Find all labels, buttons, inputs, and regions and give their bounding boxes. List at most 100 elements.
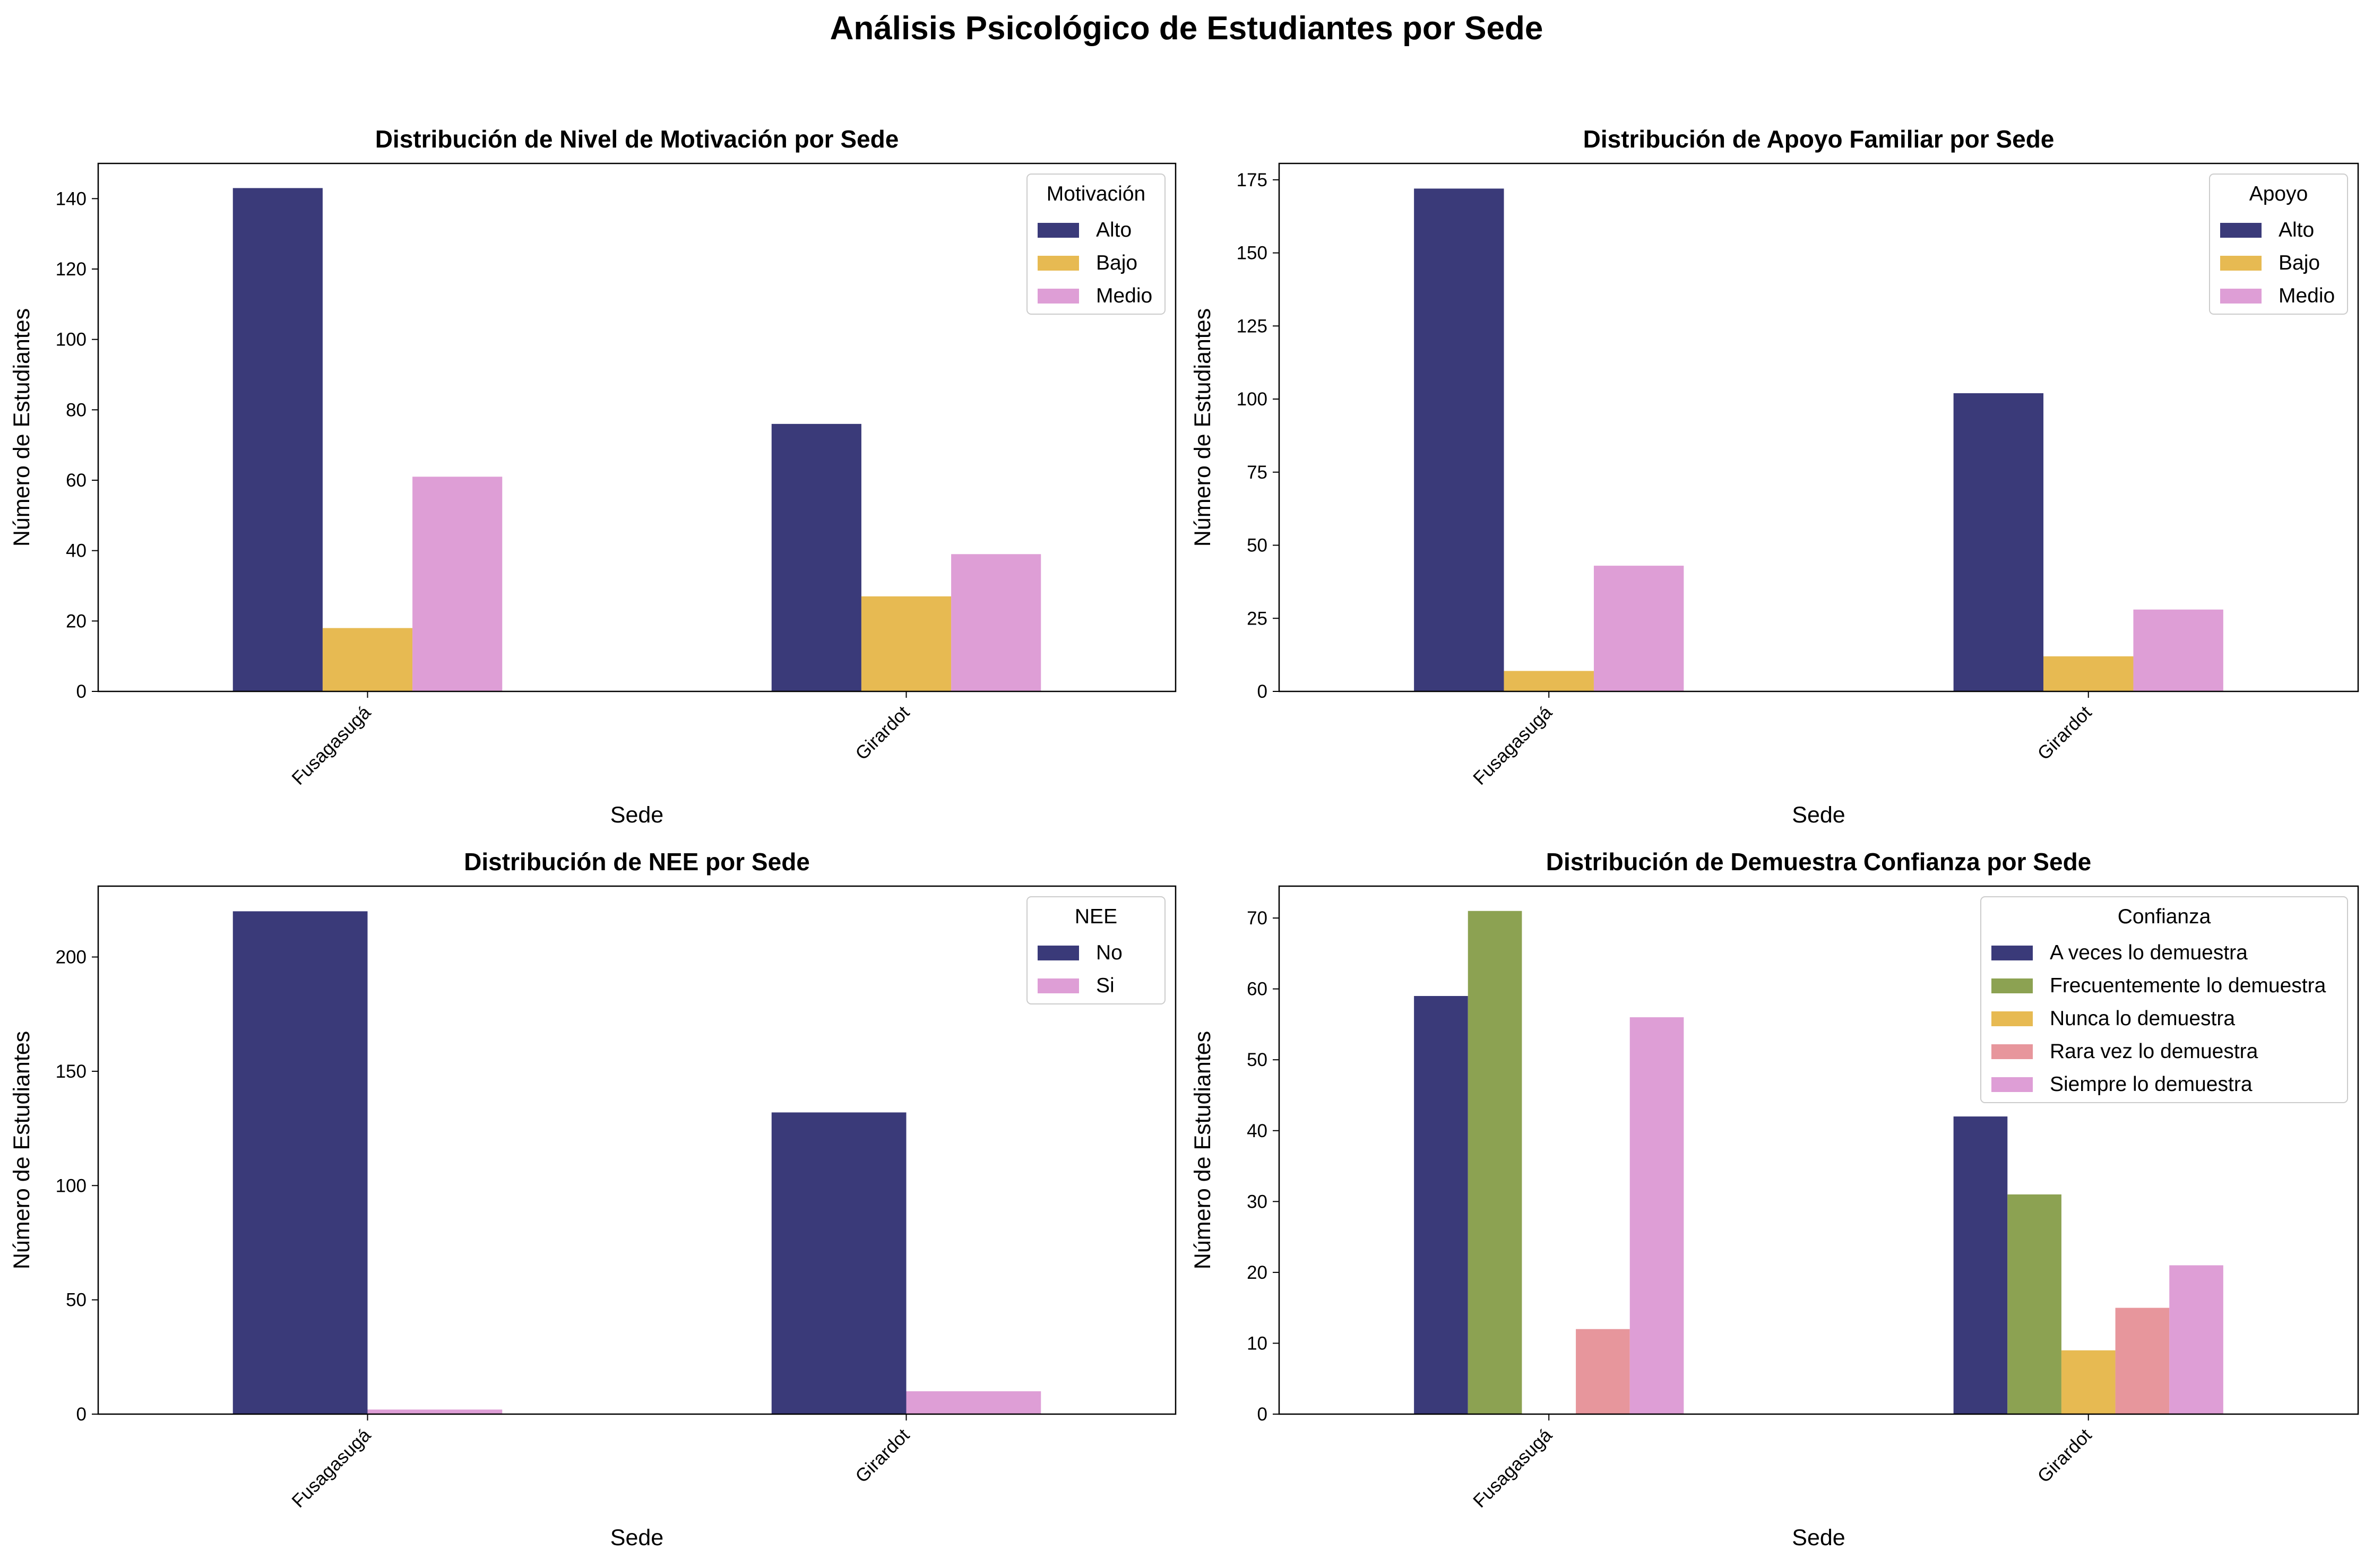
bar-frecuentemente-lo-demuestra-fusagasuga (1468, 911, 1522, 1414)
x-tick-label-fusagasuga: Fusagasugá (288, 1425, 375, 1512)
y-tick-label-60: 60 (66, 470, 87, 491)
legend-label-alto: Alto (1096, 219, 1132, 241)
y-tick-label-100: 100 (1237, 389, 1267, 410)
legend-swatch-bajo (1038, 256, 1079, 271)
legend-label-no: No (1096, 941, 1123, 964)
legend-label-a-veces-lo-demuestra: A veces lo demuestra (2050, 941, 2248, 964)
y-tick-label-80: 80 (66, 400, 87, 420)
legend-swatch-rara-vez-lo-demuestra (1991, 1044, 2033, 1059)
legend-label-medio: Medio (1096, 284, 1152, 307)
legend-swatch-medio (2220, 289, 2262, 304)
chart-2-legend-title: Apoyo (2249, 183, 2308, 205)
bar-siempre-lo-demuestra-fusagasuga (1629, 1017, 1684, 1414)
chart-2-title: Distribución de Apoyo Familiar por Sede (1583, 125, 2055, 153)
y-tick-label-0: 0 (1257, 681, 1267, 702)
x-tick-label-fusagasuga: Fusagasugá (1469, 702, 1556, 789)
bar-medio-girardot (951, 554, 1041, 691)
y-tick-label-50: 50 (1247, 535, 1267, 556)
y-tick-label-40: 40 (66, 541, 87, 561)
x-tick-label-fusagasuga: Fusagasugá (1469, 1425, 1556, 1512)
bar-medio-fusagasuga (1593, 566, 1684, 691)
x-tick-label-girardot: Girardot (851, 1425, 913, 1487)
y-tick-label-100: 100 (56, 1175, 87, 1196)
chart-2-legend (2209, 174, 2348, 315)
bar-a-veces-lo-demuestra-girardot (1953, 1116, 2008, 1414)
legend-label-nunca-lo-demuestra: Nunca lo demuestra (2050, 1007, 2235, 1030)
bar-si-fusagasuga (367, 1409, 503, 1414)
bar-rara-vez-lo-demuestra-girardot (2115, 1307, 2170, 1414)
chart-3-legend (1026, 896, 1166, 1004)
chart-3-y-axis-label: Número de Estudiantes (9, 1031, 34, 1269)
bar-si-girardot (906, 1391, 1041, 1414)
chart-2-x-axis-label: Sede (1792, 802, 1845, 828)
bar-no-girardot (771, 1112, 907, 1414)
bar-alto-fusagasuga (1414, 188, 1504, 691)
chart-1-x-axis-label: Sede (610, 802, 663, 828)
y-tick-label-70: 70 (1247, 908, 1267, 929)
legend-swatch-nunca-lo-demuestra (1991, 1011, 2033, 1026)
chart-4-title: Distribución de Demuestra Confianza por … (1546, 848, 2092, 876)
y-tick-label-125: 125 (1237, 316, 1267, 336)
bar-alto-girardot (1953, 393, 2044, 691)
chart-2-y-axis-label: Número de Estudiantes (1190, 308, 1215, 547)
x-tick-label-girardot: Girardot (2033, 1425, 2095, 1487)
page-title: Análisis Psicológico de Estudiantes por … (830, 10, 1543, 47)
y-tick-label-0: 0 (76, 1404, 87, 1425)
chart-3-frame (97, 885, 1177, 1415)
y-tick-label-40: 40 (1247, 1121, 1267, 1141)
legend-label-si: Si (1096, 974, 1115, 997)
bar-alto-girardot (771, 423, 861, 691)
legend-swatch-bajo (2220, 256, 2262, 271)
legend-swatch-a-veces-lo-demuestra (1991, 946, 2033, 960)
legend-label-bajo: Bajo (1096, 252, 1137, 274)
y-tick-label-10: 10 (1247, 1333, 1267, 1354)
y-tick-label-25: 25 (1247, 608, 1267, 629)
legend-label-rara-vez-lo-demuestra: Rara vez lo demuestra (2050, 1040, 2258, 1063)
bar-a-veces-lo-demuestra-fusagasuga (1414, 996, 1468, 1414)
chart-1-y-axis-label: Número de Estudiantes (9, 308, 34, 547)
chart-1-title: Distribución de Nivel de Motivación por … (375, 125, 899, 153)
bar-bajo-girardot (2043, 656, 2134, 691)
legend-swatch-siempre-lo-demuestra (1991, 1077, 2033, 1092)
bar-frecuentemente-lo-demuestra-girardot (2007, 1194, 2061, 1414)
y-tick-label-175: 175 (1237, 170, 1267, 190)
bar-alto-fusagasuga (232, 188, 323, 691)
legend-label-alto: Alto (2279, 219, 2314, 241)
y-tick-label-120: 120 (56, 259, 87, 280)
y-tick-label-75: 75 (1247, 462, 1267, 483)
chart-3-x-axis-label: Sede (610, 1525, 663, 1550)
bar-medio-girardot (2133, 609, 2223, 691)
y-tick-label-30: 30 (1247, 1191, 1267, 1212)
legend-label-medio: Medio (2279, 284, 2335, 307)
bar-medio-fusagasuga (412, 477, 503, 691)
chart-4-y-axis-label: Número de Estudiantes (1190, 1031, 1215, 1269)
x-tick-label-girardot: Girardot (851, 702, 913, 764)
y-tick-label-150: 150 (1237, 243, 1267, 264)
chart-1-frame (97, 162, 1177, 692)
chart-4-legend (1980, 896, 2348, 1103)
y-tick-label-50: 50 (66, 1290, 87, 1311)
chart-3-title: Distribución de NEE por Sede (464, 848, 810, 876)
bar-bajo-fusagasuga (1504, 671, 1594, 691)
x-tick-label-girardot: Girardot (2033, 702, 2095, 764)
chart-4-legend-title: Confianza (2118, 905, 2211, 928)
bar-siempre-lo-demuestra-girardot (2169, 1265, 2223, 1414)
legend-swatch-alto (1038, 223, 1079, 238)
bar-rara-vez-lo-demuestra-fusagasuga (1576, 1329, 1630, 1414)
legend-swatch-si (1038, 978, 1079, 993)
y-tick-label-50: 50 (1247, 1050, 1267, 1070)
chart-2-frame (1278, 162, 2359, 692)
y-tick-label-200: 200 (56, 947, 87, 968)
bar-bajo-girardot (861, 596, 952, 691)
chart-3-legend-title: NEE (1075, 905, 1117, 928)
legend-swatch-frecuentemente-lo-demuestra (1991, 978, 2033, 993)
y-tick-label-0: 0 (1257, 1404, 1267, 1425)
y-tick-label-20: 20 (1247, 1262, 1267, 1283)
y-tick-label-100: 100 (56, 330, 87, 350)
legend-label-frecuentemente-lo-demuestra: Frecuentemente lo demuestra (2050, 974, 2326, 997)
bar-bajo-fusagasuga (322, 628, 413, 691)
x-tick-label-fusagasuga: Fusagasugá (288, 702, 375, 789)
chart-1-legend (1026, 174, 1166, 315)
legend-swatch-medio (1038, 289, 1079, 304)
